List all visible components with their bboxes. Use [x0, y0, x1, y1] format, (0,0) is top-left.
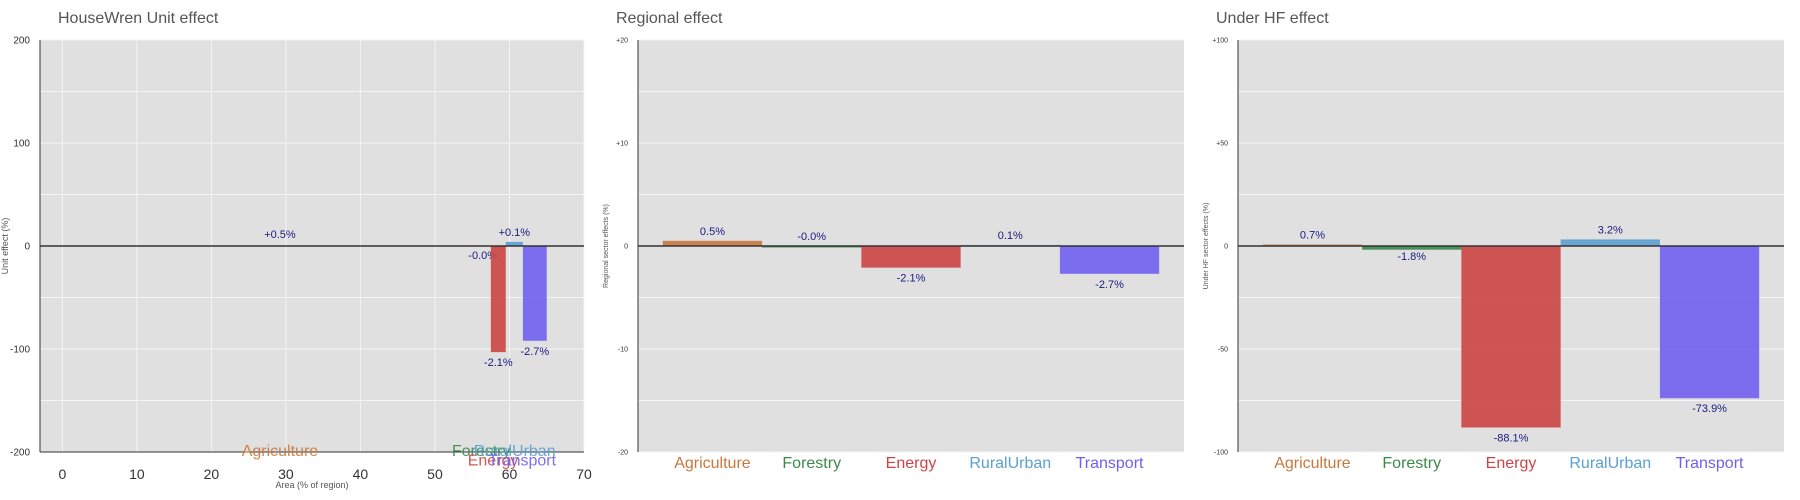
x-tick-label: 70	[576, 466, 592, 482]
y-tick-label: +10	[616, 140, 628, 147]
data-label-forestry: -1.8%	[1397, 251, 1426, 263]
category-label-forestry: Forestry	[1382, 455, 1441, 472]
y-tick-label: +100	[1212, 37, 1228, 44]
x-tick-label: 30	[278, 466, 294, 482]
x-tick-label: 10	[129, 466, 145, 482]
bar-forestry	[1362, 246, 1462, 250]
data-label-agriculture: +0.5%	[264, 229, 296, 241]
x-tick-label: 50	[427, 466, 443, 482]
data-label-transport: -2.7%	[520, 346, 549, 358]
bar-energy	[490, 246, 506, 353]
y-tick-label: +50	[1216, 140, 1228, 147]
data-label-forestry: -0.0%	[797, 231, 826, 243]
category-label-ruralurban: RuralUrban	[474, 443, 556, 460]
data-label-transport: -2.7%	[1095, 279, 1124, 291]
y-tick-label: -100	[10, 345, 30, 356]
chart-panel-1: HouseWren Unit effect-200-1000100200Unit…	[0, 10, 592, 490]
category-label-forestry: Forestry	[452, 443, 511, 460]
y-axis-label: Regional sector effects (%)	[603, 204, 610, 288]
y-tick-label: +20	[616, 37, 628, 44]
category-label-ruralurban: RuralUrban	[969, 455, 1051, 472]
data-label-ruralurban: 3.2%	[1598, 224, 1623, 236]
chart-title: Regional effect	[616, 10, 723, 27]
bar-energy	[861, 246, 961, 268]
data-label-agriculture: 0.5%	[700, 226, 725, 238]
data-label-transport: -73.9%	[1692, 403, 1727, 415]
chart-panel-2: Regional effect -20 -10 0 +10 +20 Regional sec…	[603, 10, 1184, 472]
x-tick-label: 20	[204, 466, 220, 482]
y-tick-label: 0	[1224, 243, 1228, 250]
chart-panel-3: Under HF effect -100 -50 0 +50 +100 Under HF s…	[1203, 10, 1784, 472]
data-label-ruralurban: 0.1%	[998, 230, 1023, 242]
category-label-energy: Energy	[1486, 455, 1537, 472]
data-label-energy: -88.1%	[1494, 432, 1529, 444]
y-tick-label: -200	[10, 448, 30, 459]
bar-energy	[1461, 246, 1561, 428]
bar-ruralurban	[1560, 239, 1660, 246]
category-label-agriculture: Agriculture	[1274, 455, 1351, 472]
data-label-forestry: -0.0%	[468, 250, 497, 262]
y-tick-label: -100	[1214, 449, 1228, 456]
y-tick-label: 200	[13, 36, 30, 47]
chart-title: HouseWren Unit effect	[58, 10, 219, 27]
category-label-agriculture: Agriculture	[242, 443, 319, 460]
category-label-transport: Transport	[1076, 455, 1144, 472]
y-tick-label: 0	[24, 242, 30, 253]
x-tick-label: 60	[502, 466, 518, 482]
bar-transport	[1659, 246, 1760, 399]
bar-transport	[1059, 246, 1160, 274]
y-axis-label: Unit effect (%)	[0, 218, 10, 275]
category-label-transport: Transport	[1676, 455, 1744, 472]
bar-agriculture	[662, 240, 763, 246]
bar-ruralurban	[505, 241, 523, 246]
y-tick-label: 0	[624, 243, 628, 250]
data-label-energy: -2.1%	[484, 357, 513, 369]
y-tick-label: -20	[618, 449, 628, 456]
data-label-agriculture: 0.7%	[1300, 230, 1325, 242]
category-label-energy: Energy	[468, 452, 519, 469]
data-label-ruralurban: +0.1%	[499, 227, 531, 239]
chart-title: Under HF effect	[1216, 10, 1329, 27]
y-axis-label: Under HF sector effects (%)	[1203, 203, 1210, 290]
category-label-ruralurban: RuralUrban	[1569, 455, 1651, 472]
category-label-agriculture: Agriculture	[674, 455, 751, 472]
category-label-transport: Transport	[488, 452, 556, 469]
y-tick-label: 100	[13, 139, 30, 150]
y-tick-label: -10	[618, 346, 628, 353]
category-label-energy: Energy	[886, 455, 937, 472]
x-tick-label: 0	[58, 466, 66, 482]
category-label-forestry: Forestry	[782, 455, 841, 472]
data-label-energy: -2.1%	[897, 273, 926, 285]
y-tick-label: -50	[1218, 346, 1228, 353]
x-axis-label: Area (% of region)	[275, 480, 348, 490]
x-tick-label: 40	[353, 466, 369, 482]
bar-transport	[522, 246, 547, 341]
